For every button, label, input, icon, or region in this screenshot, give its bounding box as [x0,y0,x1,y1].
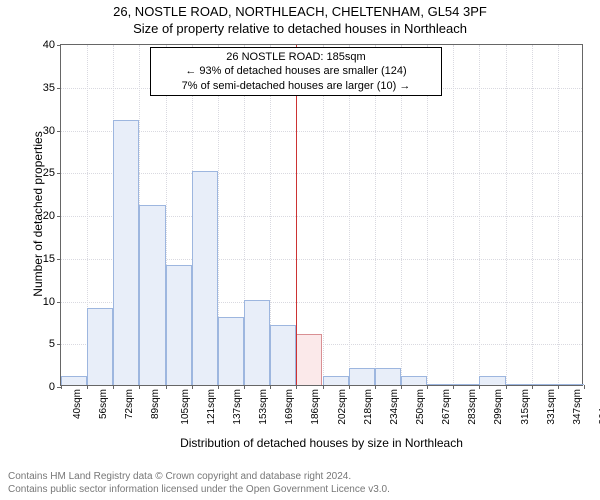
histogram-bar [139,205,165,385]
chart-annotation: 26 NOSTLE ROAD: 185sqm ← 93% of detached… [150,47,442,96]
xtick-mark [296,385,297,389]
xtick-label: 153sqm [258,389,269,425]
xtick-mark [166,385,167,389]
ytick-label: 0 [49,381,55,393]
histogram-bar [113,120,139,385]
xtick-mark [192,385,193,389]
gridline-v [479,45,480,385]
xtick-mark [453,385,454,389]
reference-line [296,45,297,385]
xtick-label: 121sqm [206,389,217,425]
xtick-mark [323,385,324,389]
histogram-bar [506,384,532,385]
histogram-bar [558,384,584,385]
xtick-mark [244,385,245,389]
xtick-mark [558,385,559,389]
ytick-mark [57,344,61,345]
xtick-label: 89sqm [150,389,161,419]
xtick-label: 299sqm [493,389,504,425]
footer-line1: Contains HM Land Registry data © Crown c… [8,470,390,483]
xtick-label: 267sqm [441,389,452,425]
gridline-v [506,45,507,385]
xtick-mark [506,385,507,389]
histogram-bar [166,265,192,385]
gridline-v [558,45,559,385]
histogram-bar [349,368,375,385]
xtick-label: 56sqm [98,389,109,419]
xtick-label: 283sqm [467,389,478,425]
xtick-label: 202sqm [336,389,347,425]
page-title-subtitle: Size of property relative to detached ho… [0,19,600,36]
xtick-label: 169sqm [284,389,295,425]
histogram-bar [61,376,87,385]
gridline-v [323,45,324,385]
ytick-mark [57,131,61,132]
gridline-v [401,45,402,385]
histogram-bar [270,325,296,385]
footer-attribution: Contains HM Land Registry data © Crown c… [8,470,390,496]
xtick-mark [218,385,219,389]
histogram-bar [218,317,244,385]
footer-line2: Contains public sector information licen… [8,483,390,496]
xtick-mark [427,385,428,389]
histogram-bar [532,384,558,385]
ytick-mark [57,88,61,89]
xtick-label: 250sqm [415,389,426,425]
xtick-label: 234sqm [389,389,400,425]
ytick-mark [57,45,61,46]
xtick-label: 105sqm [179,389,190,425]
xtick-mark [349,385,350,389]
xtick-mark [479,385,480,389]
ytick-mark [57,302,61,303]
annotation-line1: 26 NOSTLE ROAD: 185sqm [157,50,435,64]
xtick-label: 331sqm [545,389,556,425]
xtick-mark [584,385,585,389]
xtick-mark [270,385,271,389]
xtick-label: 218sqm [362,389,373,425]
ytick-label: 5 [49,338,55,350]
gridline-v [427,45,428,385]
histogram-bar [87,308,113,385]
histogram-bar [375,368,401,385]
page-title-address: 26, NOSTLE ROAD, NORTHLEACH, CHELTENHAM,… [0,0,600,19]
xtick-mark [532,385,533,389]
histogram-bar [427,384,453,385]
x-axis-label: Distribution of detached houses by size … [60,436,583,450]
histogram-bar [479,376,505,385]
gridline-v [349,45,350,385]
ytick-mark [57,173,61,174]
xtick-label: 347sqm [572,389,583,425]
histogram-bar [401,376,427,385]
histogram-bar [296,334,322,385]
xtick-mark [113,385,114,389]
histogram-bar [323,376,349,385]
histogram-bar [244,300,270,386]
xtick-mark [401,385,402,389]
gridline-v [375,45,376,385]
xtick-mark [87,385,88,389]
xtick-mark [61,385,62,389]
xtick-mark [375,385,376,389]
xtick-label: 72sqm [124,389,135,419]
xtick-label: 315sqm [519,389,530,425]
histogram-bar [192,171,218,385]
ytick-mark [57,259,61,260]
xtick-label: 186sqm [310,389,321,425]
xtick-label: 137sqm [232,389,243,425]
gridline-v [532,45,533,385]
histogram-bar [453,384,479,385]
ytick-mark [57,216,61,217]
annotation-line3: 7% of semi-detached houses are larger (1… [157,79,435,93]
xtick-label: 40sqm [72,389,83,419]
gridline-v [453,45,454,385]
y-axis-label: Number of detached properties [31,24,45,404]
annotation-line2: ← 93% of detached houses are smaller (12… [157,64,435,78]
xtick-mark [139,385,140,389]
